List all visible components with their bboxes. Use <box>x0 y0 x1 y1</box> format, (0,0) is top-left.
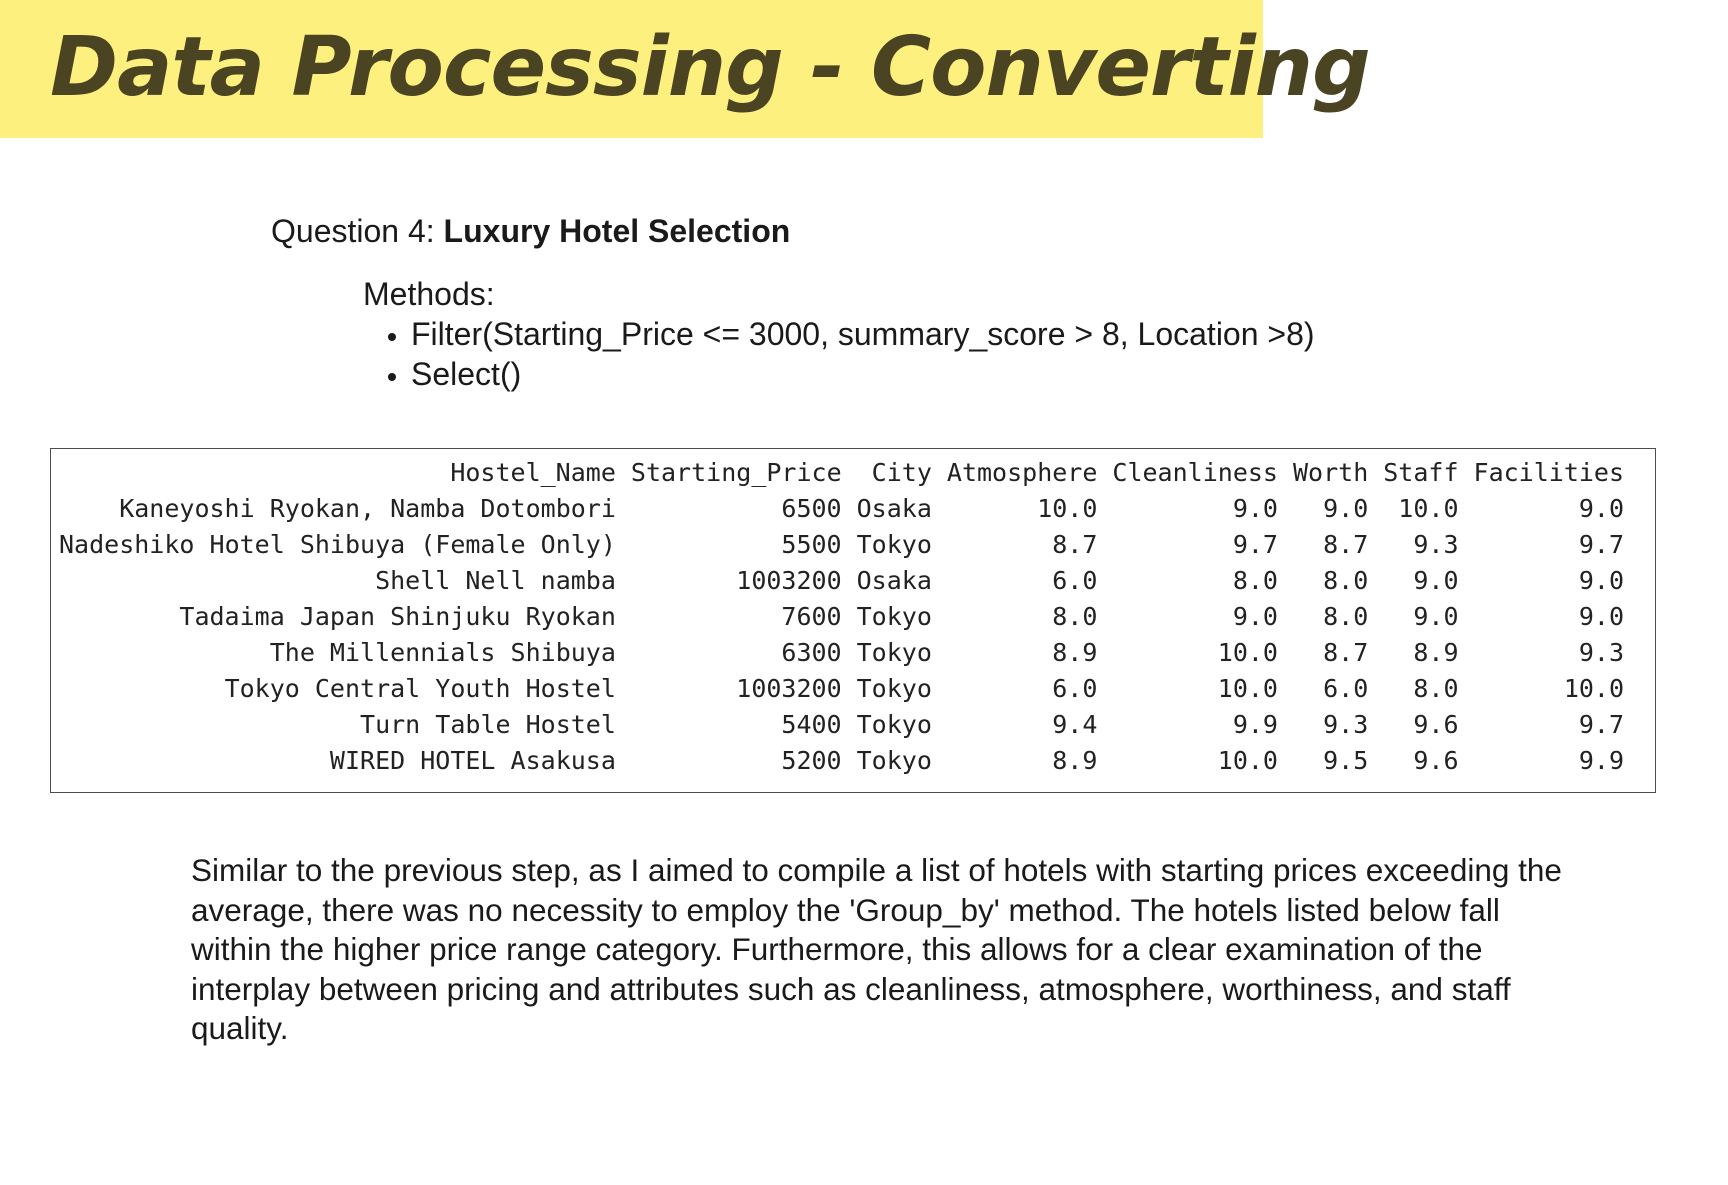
table-cell: Tokyo <box>856 710 932 739</box>
table-row: Nadeshiko Hotel Shibuya (Female Only) 550… <box>59 527 1624 563</box>
title-banner: Data Processing - Converting <box>0 0 1371 138</box>
methods-section: Methods: Filter(Starting_Price <= 3000, … <box>363 274 1315 394</box>
table-cell: 9.0 <box>1232 494 1278 523</box>
table-cell: 10.0 <box>1398 494 1459 523</box>
table-cell: 10.0 <box>1217 674 1278 703</box>
page-title: Data Processing - Converting <box>50 20 1371 115</box>
table-cell: Turn Table Hostel <box>360 710 616 739</box>
table-cell: Nadeshiko Hotel Shibuya (Female Only) <box>59 530 616 559</box>
table-cell: 6.0 <box>1052 674 1098 703</box>
table-row: Tadaima Japan Shinjuku Ryokan 7600 Tokyo 8.… <box>59 599 1624 635</box>
column-header: Cleanliness <box>1112 458 1278 487</box>
method-item: Select() <box>411 354 1315 394</box>
table-cell: 6.0 <box>1052 566 1098 595</box>
table-cell: 10.0 <box>1217 746 1278 775</box>
table-row: Shell Nell namba 1003200 Osaka 6.0 8.0 8.0 9.0… <box>59 563 1624 599</box>
column-header: Staff <box>1383 458 1459 487</box>
table-row: Tokyo Central Youth Hostel 1003200 Tokyo 6.… <box>59 671 1624 707</box>
table-cell: 9.0 <box>1578 566 1625 595</box>
table-cell: The Millennials Shibuya <box>269 638 616 667</box>
table-cell: 9.9 <box>1232 710 1278 739</box>
hotel-table: Hostel_Name Starting_Price City Atmosphe… <box>59 455 1624 779</box>
dataframe-output: Hostel_Name Starting_Price City Atmosphe… <box>50 448 1656 793</box>
table-cell: 9.7 <box>1578 710 1625 739</box>
table-cell: 9.4 <box>1052 710 1098 739</box>
table-cell: 9.0 <box>1578 494 1625 523</box>
table-row: Turn Table Hostel 5400 Tokyo 9.4 9.9 9.3 9.6 9.… <box>59 707 1624 743</box>
table-cell: Tokyo <box>856 746 932 775</box>
table-cell: 1003200 <box>736 674 842 703</box>
table-cell: 9.0 <box>1578 602 1625 631</box>
table-cell: 8.9 <box>1052 638 1098 667</box>
table-cell: 8.0 <box>1323 566 1369 595</box>
column-header: City <box>871 458 932 487</box>
table-cell: 9.9 <box>1578 746 1625 775</box>
question-name: Luxury Hotel Selection <box>443 213 791 249</box>
methods-list: Filter(Starting_Price <= 3000, summary_s… <box>363 314 1315 394</box>
table-cell: 10.0 <box>1563 674 1625 703</box>
table-cell: 8.9 <box>1413 638 1459 667</box>
table-cell: 9.6 <box>1413 710 1459 739</box>
column-header: Starting_Price <box>630 458 842 487</box>
table-cell: Tokyo <box>856 638 932 667</box>
table-cell: Kaneyoshi Ryokan, Namba Dotombori <box>119 494 616 523</box>
table-cell: 9.5 <box>1323 746 1369 775</box>
table-body: Kaneyoshi Ryokan, Namba Dotombori 6500 Osa… <box>59 491 1624 779</box>
table-cell: 7600 <box>781 602 842 631</box>
table-cell: 9.3 <box>1578 638 1625 667</box>
table-cell: 8.7 <box>1323 530 1369 559</box>
table-cell: 8.7 <box>1052 530 1098 559</box>
table-cell: 9.3 <box>1413 530 1459 559</box>
table-cell: Tadaima Japan Shinjuku Ryokan <box>179 602 616 631</box>
table-cell: Osaka <box>856 566 932 595</box>
table-cell: 9.0 <box>1413 602 1459 631</box>
table-cell: 10.0 <box>1037 494 1098 523</box>
table-cell: 1003200 <box>736 566 842 595</box>
table-cell: Tokyo <box>856 602 932 631</box>
question-prefix: Question 4: <box>271 213 444 249</box>
table-cell: 5500 <box>781 530 842 559</box>
table-cell: Osaka <box>856 494 932 523</box>
table-cell: 10.0 <box>1217 638 1278 667</box>
column-header: Worth <box>1292 458 1369 487</box>
table-cell: Tokyo Central Youth Hostel <box>224 674 616 703</box>
column-header: Facilities <box>1473 458 1625 487</box>
description-paragraph: Similar to the previous step, as I aimed… <box>191 852 1562 1046</box>
table-cell: 8.9 <box>1052 746 1098 775</box>
table-cell: 5400 <box>781 710 842 739</box>
table-cell: WIRED HOTEL Asakusa <box>329 746 616 775</box>
table-cell: 8.0 <box>1052 602 1098 631</box>
table-cell: Shell Nell namba <box>375 566 616 595</box>
table-cell: Tokyo <box>856 674 932 703</box>
table-cell: 6300 <box>781 638 842 667</box>
column-header: Hostel_Name <box>450 458 616 487</box>
table-cell: 8.0 <box>1413 674 1459 703</box>
table-cell: 9.6 <box>1413 746 1459 775</box>
column-header: Atmosphere <box>946 458 1098 487</box>
question-heading: Question 4: Luxury Hotel Selection <box>271 211 790 251</box>
table-header-row: Hostel_Name Starting_Price City Atmosphe… <box>59 455 1624 491</box>
table-row: WIRED HOTEL Asakusa 5200 Tokyo 8.9 10.0 9.5 9.… <box>59 743 1624 779</box>
table-cell: 6500 <box>781 494 842 523</box>
table-cell: 8.0 <box>1232 566 1278 595</box>
table-cell: 9.0 <box>1413 566 1459 595</box>
table-cell: 9.3 <box>1323 710 1369 739</box>
table-cell: 9.0 <box>1323 494 1369 523</box>
method-item: Filter(Starting_Price <= 3000, summary_s… <box>411 314 1315 354</box>
table-cell: 8.7 <box>1323 638 1369 667</box>
table-cell: 5200 <box>781 746 842 775</box>
methods-label: Methods: <box>363 276 495 312</box>
table-cell: 9.0 <box>1232 602 1278 631</box>
table-cell: 6.0 <box>1323 674 1369 703</box>
table-cell: 9.7 <box>1232 530 1278 559</box>
table-row: The Millennials Shibuya 6300 Tokyo 8.9 10.0 8… <box>59 635 1624 671</box>
table-cell: 8.0 <box>1323 602 1369 631</box>
table-cell: 9.7 <box>1578 530 1625 559</box>
table-row: Kaneyoshi Ryokan, Namba Dotombori 6500 Osa… <box>59 491 1624 527</box>
table-cell: Tokyo <box>856 530 932 559</box>
